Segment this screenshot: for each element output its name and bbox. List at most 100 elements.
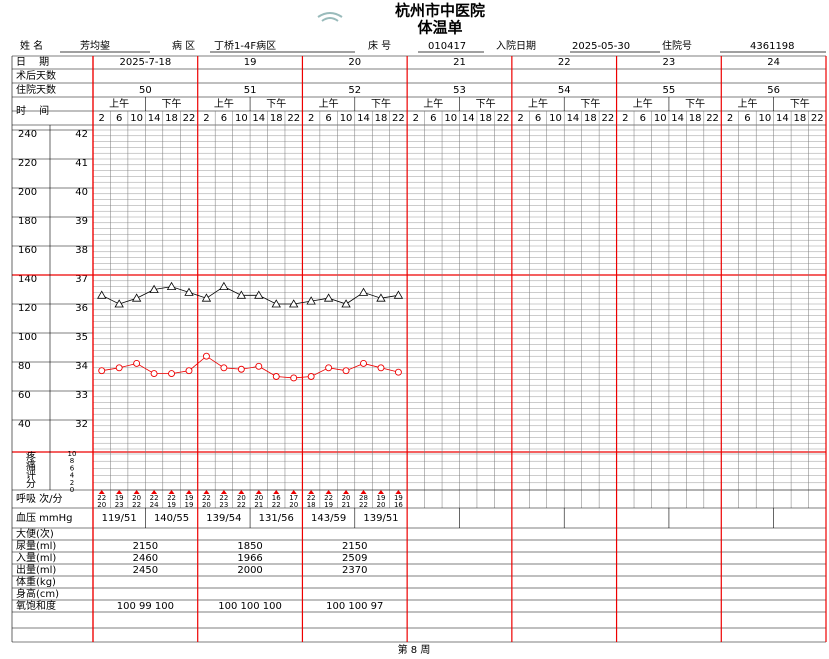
pulse-tick: 200: [18, 187, 37, 198]
blood-pressure: 139/54: [206, 513, 241, 524]
id-label: 住院号: [662, 39, 692, 52]
respiration: 19: [185, 501, 194, 509]
hour: 6: [430, 113, 436, 124]
temp-tick: 34: [75, 361, 88, 372]
resp-flag: [220, 490, 227, 494]
respiration: 22: [324, 494, 333, 502]
respiration: 19: [394, 494, 403, 502]
intake: 2460: [133, 553, 158, 564]
hour: 2: [727, 113, 733, 124]
respiration: 18: [307, 501, 316, 509]
pulse-point: [150, 370, 158, 378]
hour: 2: [517, 113, 523, 124]
temp-tick: 39: [75, 216, 88, 227]
hour: 18: [479, 113, 492, 124]
urine: 1850: [237, 541, 262, 552]
temperature-point: [323, 293, 334, 302]
pulse-tick: 240: [18, 129, 37, 140]
row-label: 住院天数: [16, 83, 56, 96]
respiration: 20: [97, 501, 106, 509]
hour: 6: [640, 113, 646, 124]
pulse-point: [98, 367, 106, 375]
row-label: 入量(ml): [16, 552, 56, 564]
row-label: 术后天数: [16, 69, 56, 82]
respiration: 19: [324, 501, 333, 509]
respiration: 16: [394, 501, 403, 509]
pulse-tick: 80: [18, 361, 31, 372]
temperature-point: [393, 290, 404, 299]
blood-pressure: 140/55: [154, 513, 189, 524]
pulse-tick: 160: [18, 245, 37, 256]
respiration: 22: [307, 494, 316, 502]
urine: 2150: [342, 541, 367, 552]
am: 上午: [737, 97, 757, 110]
hour: 18: [689, 113, 702, 124]
hour: 22: [287, 113, 300, 124]
pain-label: 痛: [26, 459, 36, 472]
pain-label: 分: [26, 478, 36, 490]
hour: 18: [165, 113, 178, 124]
pulse-point: [220, 364, 228, 372]
spo2: 100 100 97: [326, 601, 383, 612]
spo2: 100 100 100: [218, 601, 282, 612]
pulse-point: [325, 364, 333, 372]
pulse-point: [185, 367, 193, 375]
spo2: 100 99 100: [117, 601, 174, 612]
stay-day: 54: [558, 85, 571, 96]
temperature-point: [201, 293, 212, 302]
respiration: 20: [377, 501, 386, 509]
row-label: 出量(ml): [16, 563, 56, 576]
hour: 10: [444, 113, 457, 124]
hour: 22: [601, 113, 614, 124]
resp-flag: [133, 490, 140, 494]
blood-pressure: 119/51: [102, 513, 137, 524]
temperature-point: [376, 293, 386, 302]
intake: 1966: [237, 553, 262, 564]
temp-tick: 33: [75, 390, 88, 401]
temperature-point: [271, 299, 281, 308]
hour: 6: [116, 113, 122, 124]
resp-flag: [395, 490, 402, 494]
temp-tick: 38: [75, 245, 88, 256]
hour: 6: [221, 113, 227, 124]
resp-flag: [290, 490, 297, 494]
pulse-tick: 120: [18, 303, 37, 314]
blood-pressure: 143/59: [311, 513, 346, 524]
blood-pressure: 131/56: [259, 513, 294, 524]
respiration: 23: [115, 501, 124, 509]
pulse-tick: 140: [18, 274, 37, 285]
resp-flag: [255, 490, 262, 494]
pain-label: 疼: [26, 450, 36, 463]
temperature-point: [341, 299, 351, 308]
respiration: 20: [254, 494, 263, 502]
bed: 010417: [428, 41, 466, 52]
pain-tick: 4: [70, 472, 75, 480]
date: 23: [663, 57, 676, 68]
pulse-point: [255, 362, 263, 370]
pulse-tick: 100: [18, 332, 37, 343]
logo: [317, 12, 343, 22]
temperature-point: [184, 287, 194, 296]
respiration: 19: [167, 501, 176, 509]
hour: 22: [811, 113, 824, 124]
am: 上午: [109, 97, 129, 110]
row-label: 呼吸 次/分: [16, 492, 63, 505]
row-label: 大便(次): [16, 527, 54, 540]
date: 19: [244, 57, 257, 68]
pulse-point: [342, 367, 350, 375]
pm: 下午: [162, 97, 182, 110]
pulse-point: [377, 364, 385, 372]
hour: 10: [340, 113, 353, 124]
pm: 下午: [685, 97, 705, 110]
respiration: 22: [202, 494, 211, 502]
hour: 2: [203, 113, 209, 124]
resp-flag: [377, 490, 384, 494]
pulse-point: [133, 360, 141, 367]
name-label: 姓 名: [20, 39, 43, 52]
respiration: 22: [272, 501, 281, 509]
hour: 6: [325, 113, 331, 124]
am: 上午: [528, 97, 548, 110]
stay-day: 53: [453, 85, 466, 96]
row-label: 身高(cm): [16, 587, 59, 600]
